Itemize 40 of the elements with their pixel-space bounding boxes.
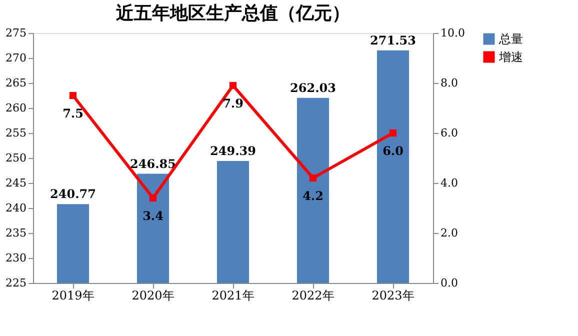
legend-label: 总量 bbox=[498, 32, 523, 46]
y2-tick-label: 10.0 bbox=[440, 26, 465, 40]
y-tick-label: 255 bbox=[6, 126, 26, 140]
data-label: 271.53 bbox=[370, 33, 416, 48]
data-label: 249.39 bbox=[210, 144, 256, 158]
x-tick-label: 2021年 bbox=[212, 288, 254, 302]
y-tick-label: 235 bbox=[6, 226, 26, 240]
y-tick-label: 260 bbox=[6, 102, 26, 114]
data-label: 4.2 bbox=[302, 189, 324, 203]
data-label: 240.77 bbox=[50, 187, 96, 202]
point bbox=[229, 82, 237, 90]
legend-label: 增速 bbox=[498, 50, 523, 64]
y-tick-label: 245 bbox=[6, 176, 26, 190]
data-label: 7.9 bbox=[222, 96, 244, 110]
x-tick-label: 2020年 bbox=[132, 288, 174, 302]
chart-title: 近五年地区生产总值（亿元） bbox=[115, 3, 350, 24]
data-label: 262.03 bbox=[290, 80, 336, 95]
data-label: 6.0 bbox=[382, 144, 404, 158]
y-tick-label: 230 bbox=[6, 252, 26, 264]
y2-tick-label: 4.0 bbox=[440, 176, 458, 190]
y2-tick-label: 2.0 bbox=[440, 226, 458, 240]
y-tick-label: 240 bbox=[6, 202, 26, 214]
y-tick-label: 270 bbox=[6, 52, 26, 64]
y-tick-label: 275 bbox=[6, 26, 26, 40]
y2-tick-label: 0.0 bbox=[440, 276, 458, 290]
data-label: 7.5 bbox=[62, 106, 84, 120]
y-tick-label: 225 bbox=[6, 276, 26, 290]
point bbox=[309, 174, 317, 182]
y-tick-label: 250 bbox=[6, 152, 26, 164]
point bbox=[69, 92, 77, 100]
x-tick-label: 2023年 bbox=[372, 288, 414, 302]
point bbox=[149, 194, 157, 202]
data-label: 3.4 bbox=[142, 209, 164, 223]
y2-tick-label: 8.0 bbox=[440, 76, 458, 90]
x-tick-label: 2019年 bbox=[52, 288, 94, 302]
x-tick-label: 2022年 bbox=[292, 288, 334, 302]
y-tick-label: 265 bbox=[6, 76, 26, 90]
y2-tick-label: 6.0 bbox=[440, 126, 458, 140]
point bbox=[389, 129, 397, 137]
data-label: 246.85 bbox=[130, 156, 176, 171]
